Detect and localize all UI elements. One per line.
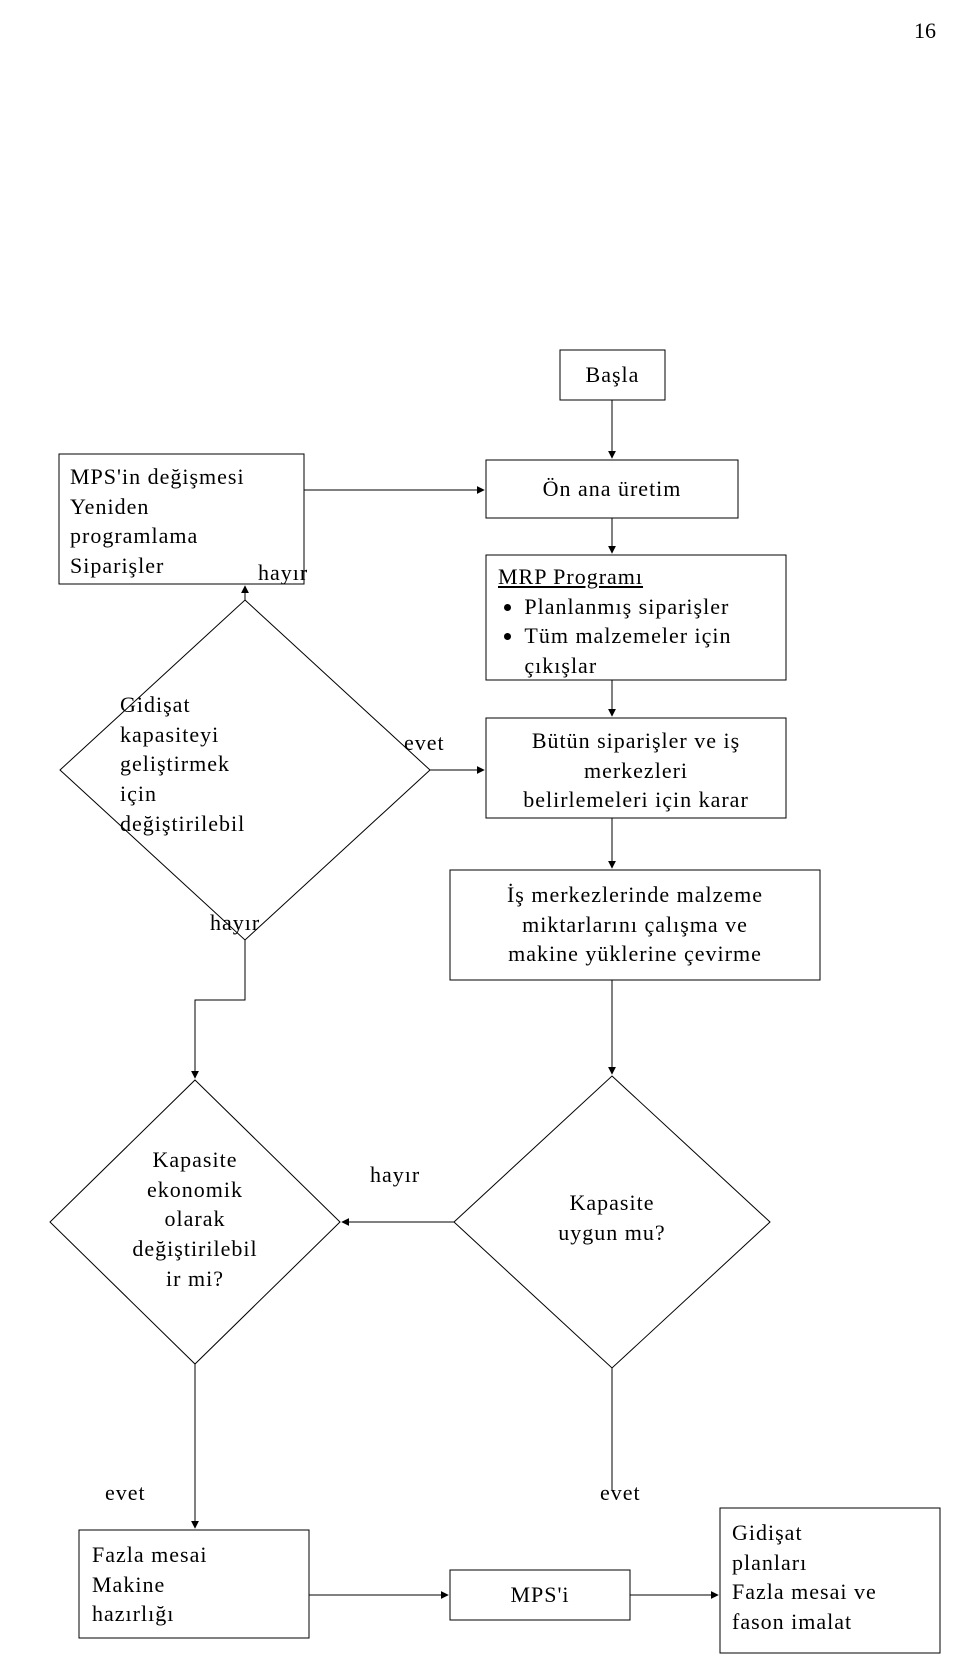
capacity-ok-decision: Kapasite uygun mu?: [512, 1188, 712, 1247]
mrp-node: MRP Programı Planlanmış siparişler Tüm m…: [498, 562, 778, 681]
edge-label-yes-3: evet: [600, 1478, 641, 1508]
plans-node: Gidişat planları Fazla mesai ve fason im…: [732, 1518, 932, 1637]
mps-i-node: MPS'i: [450, 1580, 630, 1610]
edge-label-yes-2: evet: [105, 1478, 146, 1508]
edge-label-no-3: hayır: [370, 1160, 420, 1190]
mrp-bullet-1: Planlanmış siparişler: [524, 592, 778, 622]
develop-capacity-decision: Gidişat kapasiteyi geliştirmek için deği…: [120, 690, 370, 838]
edge-label-no-2: hayır: [210, 908, 260, 938]
pre-production-node: Ön ana üretim: [486, 474, 738, 504]
mrp-title: MRP Programı: [498, 564, 643, 589]
edge-label-no-1: hayır: [258, 558, 308, 588]
capacity-economic-decision: Kapasite ekonomik olarak değiştirilebil …: [95, 1145, 295, 1293]
mrp-bullet-2: Tüm malzemeler için çıkışlar: [524, 621, 778, 680]
start-node: Başla: [560, 360, 665, 390]
all-orders-node: Bütün siparişler ve iş merkezleri belirl…: [486, 726, 786, 815]
edge-label-yes-1: evet: [404, 728, 445, 758]
overtime-node: Fazla mesai Makine hazırlığı: [92, 1540, 302, 1629]
work-centers-node: İş merkezlerinde malzeme miktarlarını ça…: [450, 880, 820, 969]
